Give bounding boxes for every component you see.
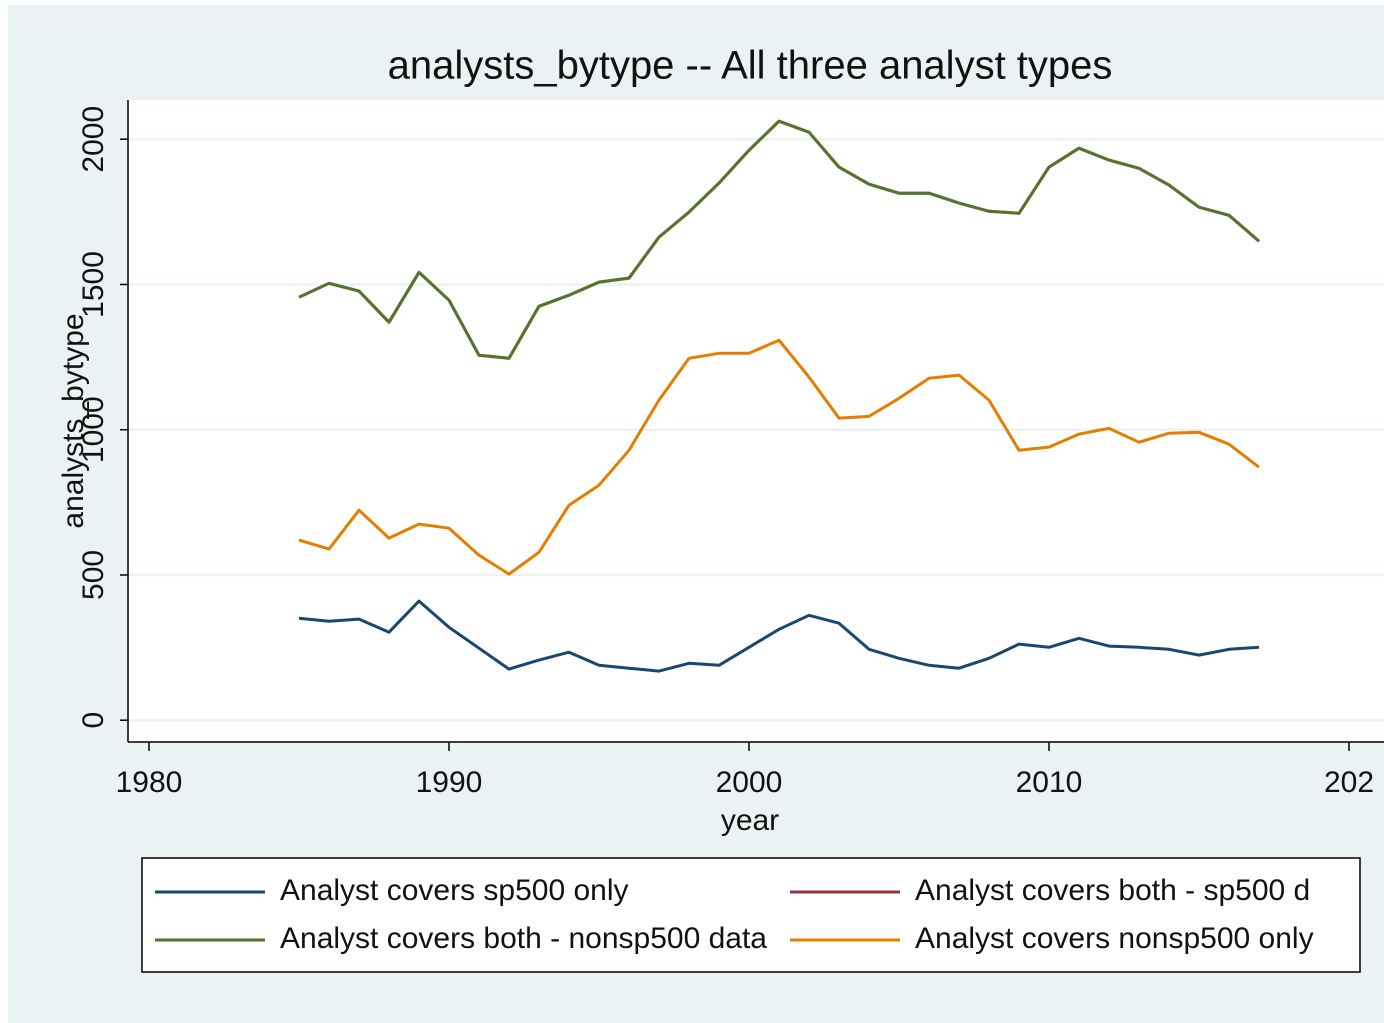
legend-label: Analyst covers both - nonsp500 data (280, 922, 767, 955)
y-tick-label: 500 (77, 550, 110, 600)
x-tick-label: 202 (1324, 766, 1374, 799)
y-tick-label: 1500 (77, 251, 110, 318)
x-tick-label: 2000 (716, 766, 783, 799)
x-tick-label: 2010 (1016, 766, 1083, 799)
legend-label: Analyst covers nonsp500 only (915, 922, 1314, 955)
legend-label: Analyst covers sp500 only (280, 874, 629, 907)
x-tick-label: 1990 (416, 766, 483, 799)
y-axis-label: analysts_bytype (57, 313, 90, 528)
y-tick-label: 0 (77, 712, 110, 729)
plot-area (128, 100, 1384, 742)
legend-box (141, 857, 1361, 973)
y-tick-label: 1000 (77, 396, 110, 463)
series-line (298, 338, 1260, 576)
x-tick-label: 1980 (116, 766, 183, 799)
y-tick-label: 2000 (77, 106, 110, 173)
series-line (298, 599, 1260, 673)
x-axis-label: year (721, 804, 779, 837)
chart-title: analysts_bytype -- All three analyst typ… (388, 44, 1113, 88)
legend-label: Analyst covers both - sp500 d (915, 874, 1310, 907)
series-line (298, 119, 1260, 360)
